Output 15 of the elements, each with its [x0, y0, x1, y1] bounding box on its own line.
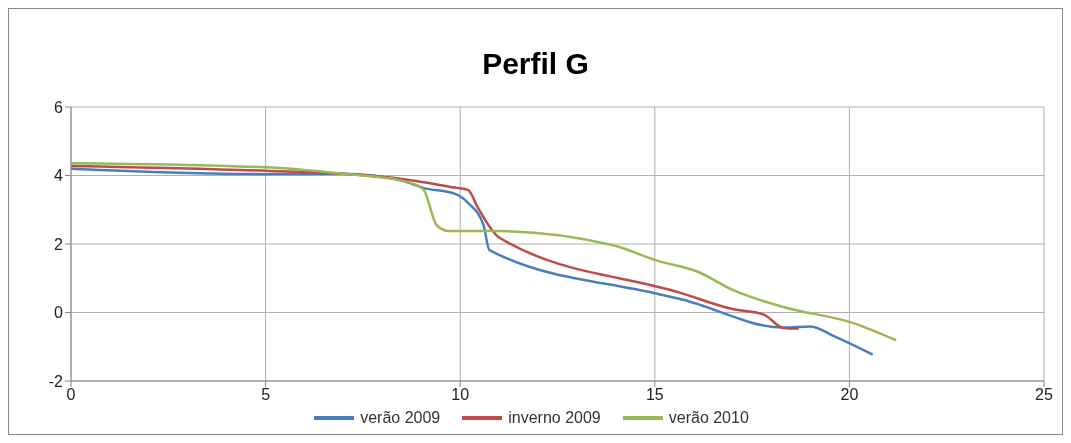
y-tick-label: 6 [54, 98, 64, 116]
x-tick-label: 10 [451, 386, 470, 404]
legend-label: verão 2009 [359, 409, 441, 427]
y-tick-label: -2 [48, 372, 64, 390]
y-tick-label: 2 [54, 235, 64, 253]
x-tick-label: 25 [1035, 386, 1053, 404]
x-tick-label: 20 [840, 386, 859, 404]
x-tick-label: 5 [261, 386, 271, 404]
x-tick-label: 15 [645, 386, 664, 404]
legend-label: verão 2010 [667, 409, 749, 427]
legend-label: inverno 2009 [507, 409, 601, 427]
y-tick-label: 4 [54, 167, 64, 185]
y-tick-label: 0 [54, 304, 64, 322]
x-tick-label: 0 [66, 386, 76, 404]
chart-title: Perfil G [481, 47, 590, 82]
